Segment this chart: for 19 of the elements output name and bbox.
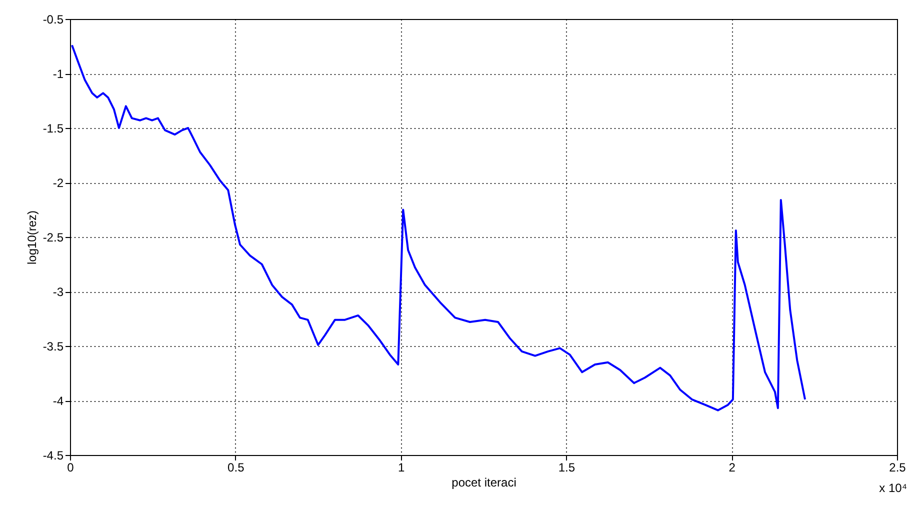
y-tick-label: -2.5 [42, 230, 64, 244]
x-axis-title: pocet iteraci [452, 476, 516, 490]
x-tick-label: 2 [728, 460, 736, 474]
x-tick-label: 0.5 [228, 460, 245, 474]
x-tick-label: 1.5 [558, 460, 576, 474]
y-tick-label: -0.5 [42, 12, 64, 26]
y-tick-label: -2 [52, 176, 64, 190]
x-tick-label: 0 [67, 460, 74, 474]
line-series [70, 44, 806, 412]
y-axis-title: log10(rez) [24, 210, 39, 265]
x-tick-label: 1 [398, 460, 405, 474]
x-tick-label: 2.5 [889, 460, 906, 474]
text: x 10⁴ [879, 481, 907, 495]
y-tick-label: -1.5 [42, 122, 64, 136]
y-tick-label: -4 [52, 394, 64, 408]
y-tick-label: -3.5 [42, 340, 64, 354]
y-tick-label: -3 [52, 285, 64, 299]
y-tick-label: -4.5 [42, 448, 64, 462]
y-tick-label: -1 [52, 67, 64, 81]
